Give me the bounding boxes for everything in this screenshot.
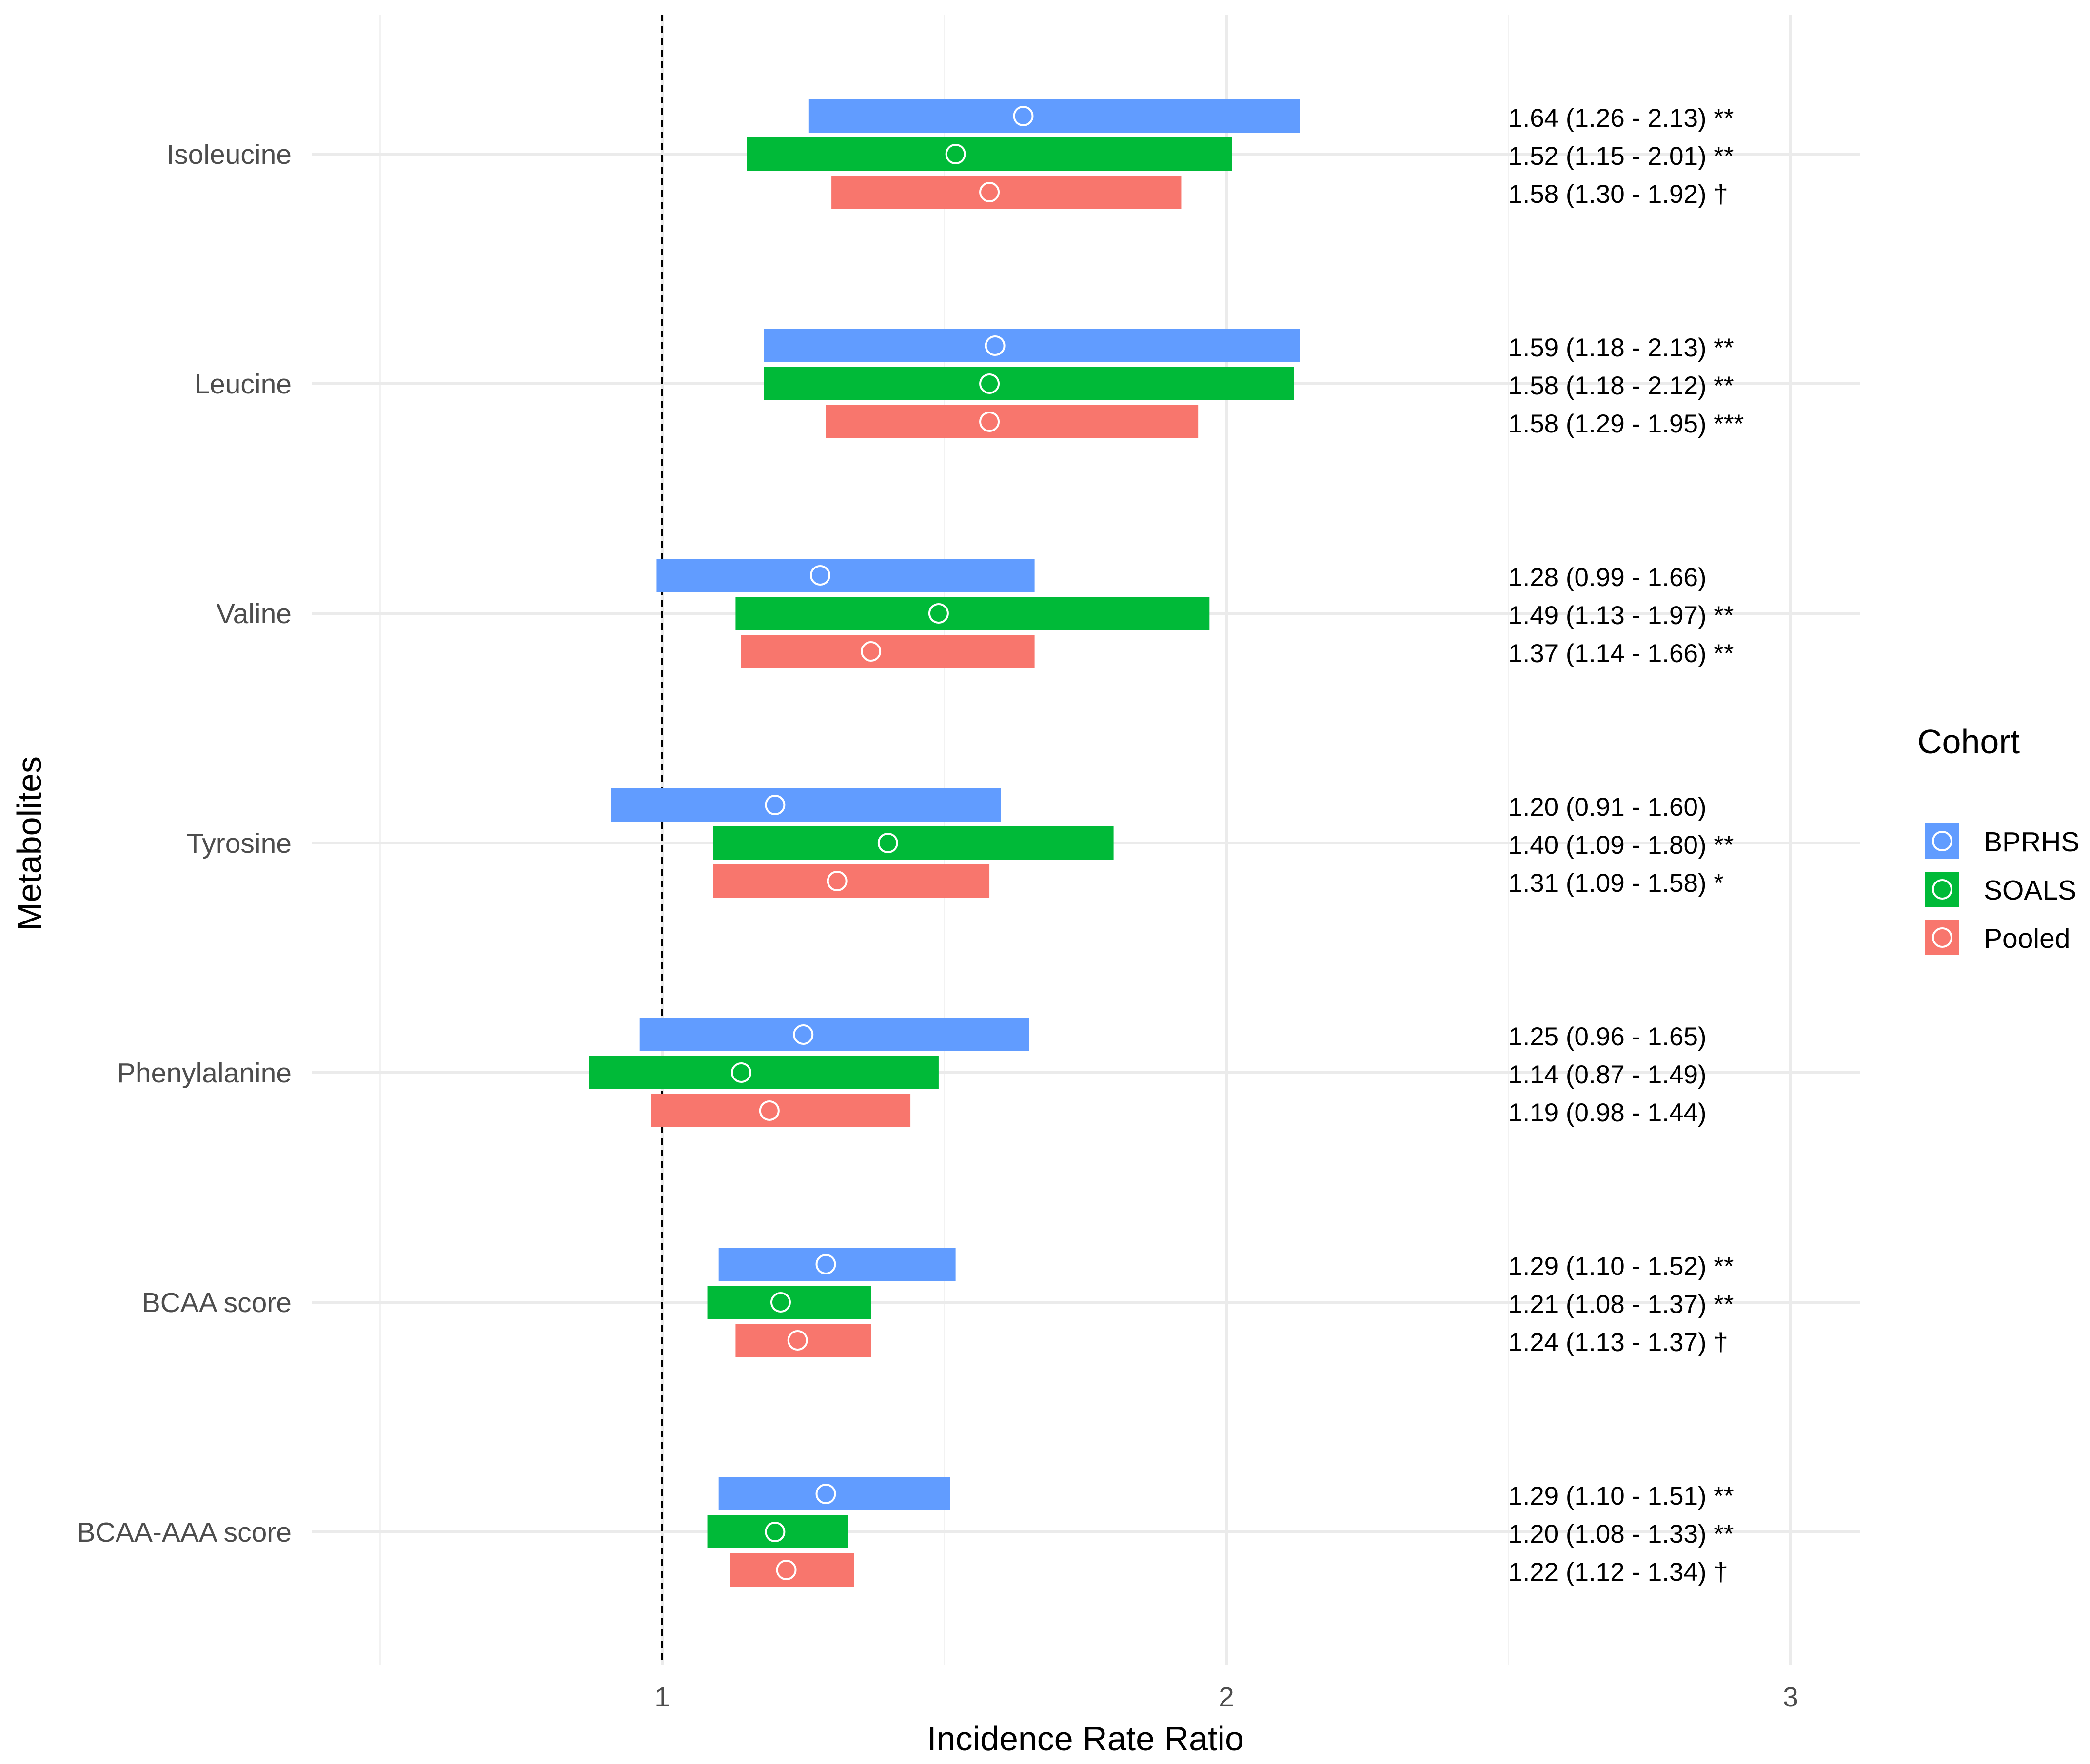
estimate-point-pooled	[979, 182, 1000, 202]
estimate-label-bprhs: 1.29 (1.10 - 1.51) **	[1508, 1482, 1734, 1510]
estimate-point-soals	[730, 1062, 751, 1083]
estimate-label-soals: 1.14 (0.87 - 1.49)	[1508, 1060, 1707, 1089]
y-tick-label: Phenylalanine	[117, 1058, 292, 1089]
estimate-point-pooled	[787, 1330, 808, 1351]
estimate-label-bprhs: 1.25 (0.96 - 1.65)	[1508, 1022, 1707, 1051]
estimate-point-bprhs	[765, 795, 786, 815]
legend-key-soals	[1925, 872, 1959, 907]
estimate-label-pooled: 1.22 (1.12 - 1.34) †	[1508, 1558, 1728, 1587]
y-tick-label: BCAA-AAA score	[77, 1517, 292, 1548]
y-axis: Isoleucine Leucine Valine Tyrosine Phenylala…	[77, 139, 292, 1548]
ci-bar-soals	[747, 137, 1232, 171]
ci-bar-soals	[764, 367, 1294, 400]
estimate-label-bprhs: 1.64 (1.26 - 2.13) **	[1508, 104, 1734, 133]
ci-bar-bprhs	[808, 99, 1300, 133]
estimate-label-pooled: 1.58 (1.29 - 1.95) ***	[1508, 410, 1744, 438]
x-tick-label: 2	[1219, 1682, 1234, 1713]
legend-key-bprhs	[1925, 823, 1959, 859]
ci-bar-pooled	[730, 1553, 854, 1587]
estimate-point-bprhs	[809, 565, 830, 586]
annotations: 1.64 (1.26 - 2.13) ** 1.59 (1.18 - 2.13) …	[1508, 104, 1744, 1587]
legend-label-soals: SOALS	[1984, 875, 2076, 906]
estimate-point-bprhs	[793, 1024, 814, 1045]
legend-key-point-icon	[1932, 831, 1952, 851]
estimate-label-soals: 1.49 (1.13 - 1.97) **	[1508, 601, 1734, 630]
x-tick-label: 1	[654, 1682, 670, 1713]
ci-bar-pooled	[741, 635, 1035, 668]
estimate-point-bprhs	[1013, 106, 1034, 126]
x-axis-title: Incidence Rate Ratio	[927, 1720, 1244, 1758]
estimate-label-bprhs: 1.28 (0.99 - 1.66)	[1508, 563, 1707, 592]
ci-bar-bprhs	[656, 559, 1035, 592]
x-axis: 1 2 3	[654, 1682, 1798, 1713]
estimate-point-soals	[928, 603, 949, 624]
estimate-label-soals: 1.21 (1.08 - 1.37) **	[1508, 1290, 1734, 1319]
legend: Cohort BPRHS SOALS Pooled	[1917, 723, 2079, 955]
x-tick-label: 3	[1783, 1682, 1798, 1713]
estimate-label-bprhs: 1.59 (1.18 - 2.13) **	[1508, 333, 1734, 362]
estimate-points	[730, 106, 1034, 1580]
estimate-label-pooled: 1.37 (1.14 - 1.66) **	[1508, 639, 1734, 668]
estimate-label-soals: 1.52 (1.15 - 2.01) **	[1508, 142, 1734, 171]
estimate-label-soals: 1.40 (1.09 - 1.80) **	[1508, 831, 1734, 860]
y-tick-label: BCAA score	[142, 1287, 292, 1318]
ci-bar-pooled	[831, 176, 1182, 209]
estimate-point-soals	[765, 1522, 786, 1542]
estimate-point-pooled	[776, 1560, 797, 1580]
estimate-point-pooled	[979, 412, 1000, 432]
ci-bar-pooled	[651, 1094, 911, 1127]
ci-bar-pooled	[713, 864, 990, 898]
estimate-label-pooled: 1.19 (0.98 - 1.44)	[1508, 1098, 1707, 1127]
legend-key-point-icon	[1932, 927, 1952, 948]
y-tick-label: Isoleucine	[166, 139, 292, 170]
estimate-point-pooled	[861, 641, 882, 662]
estimate-point-soals	[979, 373, 1000, 394]
ci-bar-soals	[735, 597, 1210, 630]
ci-bar-pooled	[826, 405, 1199, 438]
ci-bar-bprhs	[764, 329, 1300, 362]
ci-bar-bprhs	[718, 1248, 956, 1281]
estimate-point-soals	[945, 144, 966, 164]
ci-bar-soals	[589, 1056, 939, 1089]
interval-bars	[589, 99, 1300, 1587]
y-tick-label: Tyrosine	[187, 828, 292, 859]
estimate-label-pooled: 1.31 (1.09 - 1.58) *	[1508, 869, 1724, 898]
estimate-label-soals: 1.20 (1.08 - 1.33) **	[1508, 1520, 1734, 1548]
ci-bar-bprhs	[639, 1018, 1029, 1051]
legend-title: Cohort	[1917, 723, 2020, 761]
ci-bar-soals	[713, 826, 1114, 860]
estimate-point-pooled	[759, 1100, 780, 1121]
estimate-point-bprhs	[815, 1254, 836, 1274]
estimate-point-soals	[770, 1292, 791, 1313]
legend-label-pooled: Pooled	[1984, 923, 2070, 954]
y-axis-title: Metabolites	[10, 756, 48, 931]
estimate-label-pooled: 1.24 (1.13 - 1.37) †	[1508, 1328, 1728, 1357]
ci-bar-bprhs	[611, 788, 1001, 822]
estimate-label-bprhs: 1.20 (0.91 - 1.60)	[1508, 793, 1707, 822]
estimate-label-pooled: 1.58 (1.30 - 1.92) †	[1508, 180, 1728, 209]
estimate-point-bprhs	[985, 335, 1006, 356]
estimate-point-pooled	[827, 871, 848, 891]
estimate-point-soals	[877, 833, 898, 853]
grid	[312, 15, 1860, 1665]
legend-label-bprhs: BPRHS	[1984, 826, 2079, 858]
legend-key-point-icon	[1932, 879, 1952, 900]
estimate-label-soals: 1.58 (1.18 - 2.12) **	[1508, 372, 1734, 400]
y-tick-label: Valine	[217, 598, 292, 629]
ci-bar-soals	[707, 1515, 848, 1548]
ci-bar-pooled	[735, 1324, 871, 1357]
estimate-label-bprhs: 1.29 (1.10 - 1.52) **	[1508, 1252, 1734, 1281]
y-tick-label: Leucine	[194, 369, 292, 400]
legend-key-pooled	[1925, 920, 1959, 955]
estimate-point-bprhs	[815, 1484, 836, 1504]
